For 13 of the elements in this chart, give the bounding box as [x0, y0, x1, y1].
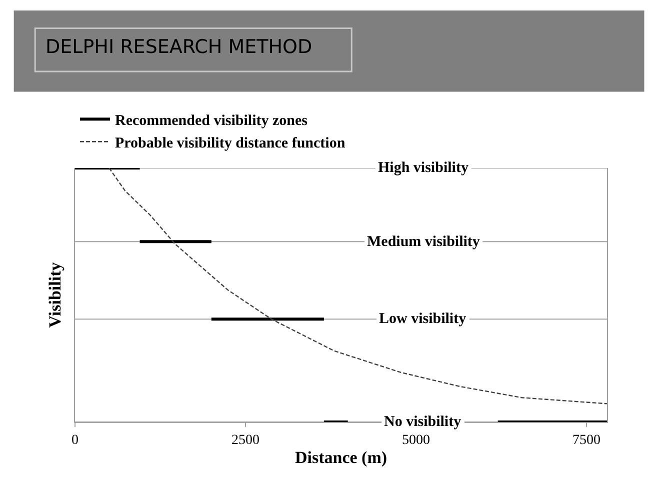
- x-tick-label: 0: [72, 432, 78, 448]
- legend-label: Recommended visibility zones: [115, 112, 308, 129]
- x-tick-label: 7500: [572, 432, 601, 448]
- ref-line-label: Low visibility: [379, 311, 467, 327]
- x-tick-label: 2500: [232, 432, 260, 448]
- ref-line-label: High visibility: [378, 160, 469, 176]
- y-axis-title: Visibility: [46, 262, 65, 328]
- ref-line-label: Medium visibility: [367, 234, 480, 250]
- chart-title: DELPHI RESEARCH METHOD: [46, 36, 312, 58]
- x-axis-title: Distance (m): [294, 448, 388, 468]
- x-tick-label: 5000: [402, 432, 430, 448]
- legend-label: Probable visibility distance function: [115, 135, 346, 152]
- ref-line-label: No visibility: [384, 414, 462, 430]
